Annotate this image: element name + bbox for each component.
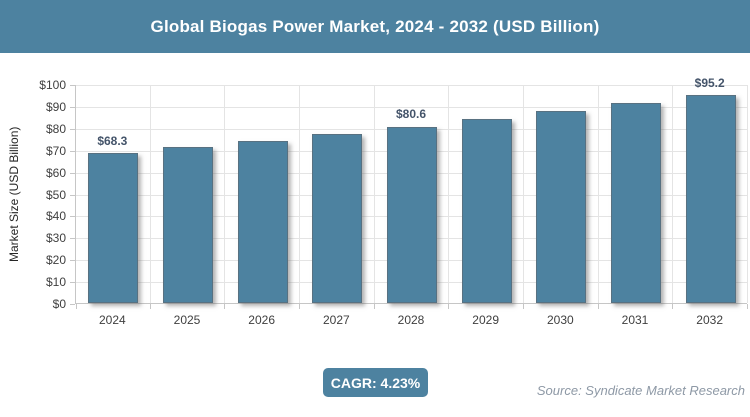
y-tick-label: $100 [39,78,66,92]
y-tick-label: $90 [45,99,66,114]
h-gridline [76,106,747,108]
x-tick-label: 2030 [546,313,574,327]
x-tick-label: 2031 [621,313,649,327]
v-gridline [672,85,674,303]
x-axis-tick [672,304,674,309]
v-gridline [373,85,375,303]
bar-2028 [387,126,437,303]
y-axis-tick [70,260,75,262]
y-tick-label: $0 [52,297,66,311]
source-attribution: Source: Syndicate Market Research [536,383,745,398]
bar-2030 [536,111,587,303]
bar-2032 [685,94,736,303]
bar-2025 [163,147,213,303]
x-axis-tick [597,304,599,309]
y-axis-tick [70,150,75,152]
y-tick-label: $80 [45,121,66,136]
y-axis-tick [70,128,75,130]
y-axis-tick [70,106,75,108]
bar-value-label: $80.6 [395,107,427,122]
y-tick-label: $30 [45,231,66,246]
bar-2029 [461,119,512,303]
y-tick-label: $10 [45,275,66,290]
y-tick-label: $20 [45,253,66,268]
x-axis-tick [224,304,226,309]
y-tick-label: $40 [45,209,66,224]
y-axis-tick [70,304,75,305]
x-tick-label: 2024 [98,313,126,327]
h-gridline [76,85,747,86]
bar-2026 [237,140,288,303]
plot-area [70,85,748,309]
x-axis-tick [373,304,375,309]
x-tick-label: 2026 [248,313,276,327]
bar-2024 [88,153,139,303]
y-axis-tick [70,282,75,284]
x-axis-tick [299,304,300,309]
y-tick-label: $50 [45,187,66,202]
y-axis-tick [70,216,75,218]
x-axis-tick [448,304,450,309]
x-axis-tick [149,304,151,309]
y-tick-label: $60 [45,165,66,180]
v-gridline [224,85,226,303]
x-axis-tick [523,304,524,309]
v-gridline [149,85,151,303]
v-gridline [299,85,300,303]
x-tick-label: 2025 [173,313,201,327]
y-axis-tick [70,85,75,86]
x-axis-tick [76,304,77,309]
bar-2027 [312,133,363,303]
bar-value-label: $95.2 [694,75,725,90]
v-gridline [523,85,524,303]
chart-title: Global Biogas Power Market, 2024 - 2032 … [150,16,600,36]
y-axis-tick [70,194,75,196]
x-tick-label: 2032 [696,313,724,327]
x-axis-tick [747,304,748,309]
chart-title-bar: Global Biogas Power Market, 2024 - 2032 … [0,0,750,53]
v-gridline [597,85,599,303]
x-tick-label: 2028 [397,313,425,327]
v-gridline [747,85,748,303]
y-tick-label: $70 [45,143,66,158]
y-axis-tick [70,238,75,240]
bar-value-label: $68.3 [97,134,128,149]
y-axis-tick [70,172,75,174]
v-gridline [448,85,450,303]
cagr-badge: CAGR: 4.23% [323,368,428,397]
bar-2031 [611,103,661,303]
x-tick-label: 2027 [322,313,350,327]
x-tick-label: 2029 [472,313,500,327]
